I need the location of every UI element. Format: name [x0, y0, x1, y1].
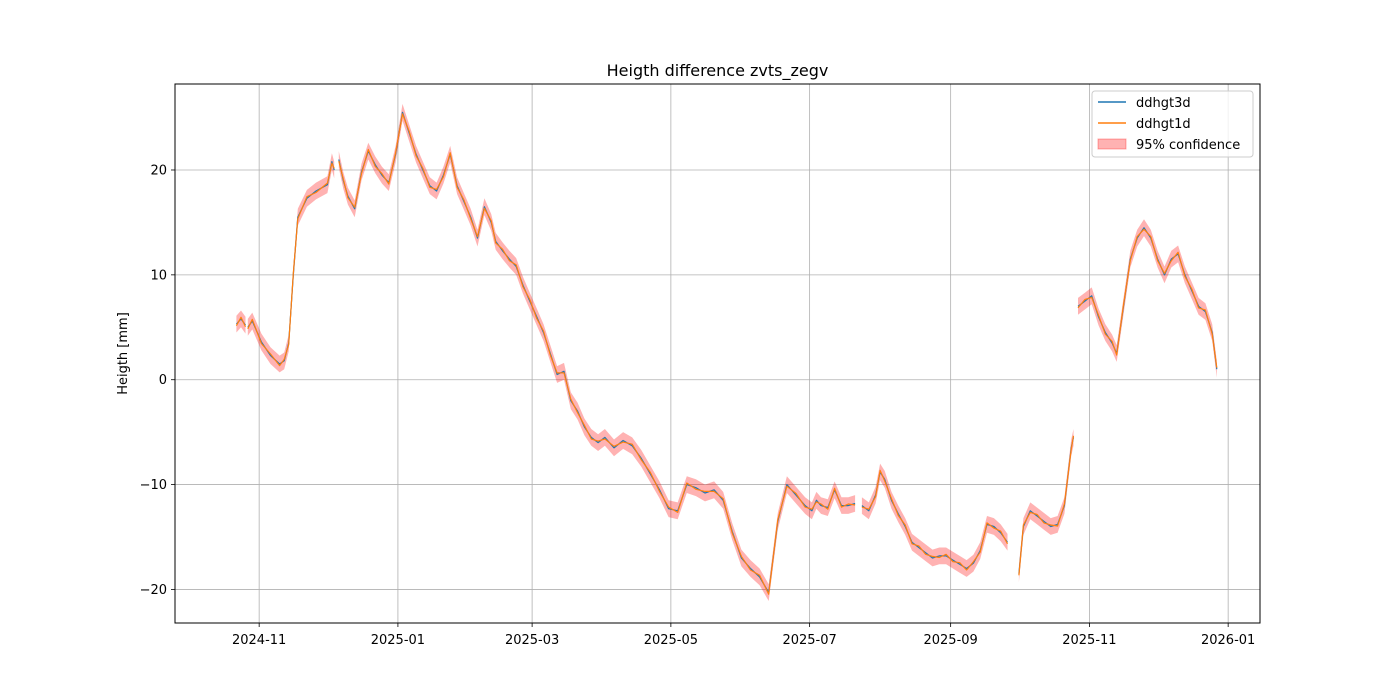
confidence-band-layer	[236, 103, 1217, 602]
plot-frame	[174, 83, 1261, 624]
x-tick-label: 2025-05	[644, 633, 698, 648]
x-tick-label: 2025-01	[371, 633, 425, 648]
legend-box	[1091, 90, 1254, 158]
confidence-band-segment	[236, 310, 246, 334]
x-tick-label: 2026-01	[1201, 633, 1255, 648]
ddhgt1d-series-layer	[235, 113, 1218, 595]
ddhgt1d-line-segment	[247, 162, 335, 367]
ddhgt1d-line-segment	[1077, 228, 1218, 368]
ddhgt1d-line-segment	[338, 113, 856, 595]
legend-label-ddhgt1d: ddhgt1d	[1136, 117, 1191, 132]
grid	[175, 84, 1260, 623]
confidence-band-segment	[861, 463, 1008, 577]
x-tick-label: 2024-11	[232, 633, 286, 648]
y-tick-label: −10	[140, 478, 167, 493]
legend-label-ddhgt3d: ddhgt3d	[1136, 96, 1191, 111]
y-tick-label: −20	[140, 583, 167, 598]
x-axis: 2024-11 2025-01 2025-03 2025-05 2025-07 2025-…	[232, 623, 1255, 648]
ddhgt1d-line-segment	[861, 469, 1009, 571]
confidence-band-segment	[1018, 429, 1074, 583]
x-tick-label: 2025-03	[505, 633, 559, 648]
legend-swatch-95-confidence	[1097, 138, 1127, 150]
y-tick-label: 0	[159, 373, 167, 388]
y-axis-label: Heigth [mm]	[116, 312, 131, 395]
ddhgt1d-line-segment	[1018, 435, 1075, 576]
confidence-band-segment	[1078, 219, 1217, 378]
x-tick-label: 2025-11	[1062, 633, 1116, 648]
chart-title: Heigth difference zvts_zegv	[607, 61, 829, 81]
y-tick-label: 10	[150, 268, 167, 283]
ddhgt1d-line-segment	[235, 316, 247, 328]
y-axis: −20 −10 0 10 20	[140, 163, 175, 598]
x-tick-label: 2025-09	[923, 633, 977, 648]
x-tick-label: 2025-07	[782, 633, 836, 648]
legend: ddhgt3d ddhgt1d 95% confidence	[1091, 90, 1254, 158]
y-tick-label: 20	[150, 163, 167, 178]
legend-label-95-confidence: 95% confidence	[1136, 138, 1240, 153]
